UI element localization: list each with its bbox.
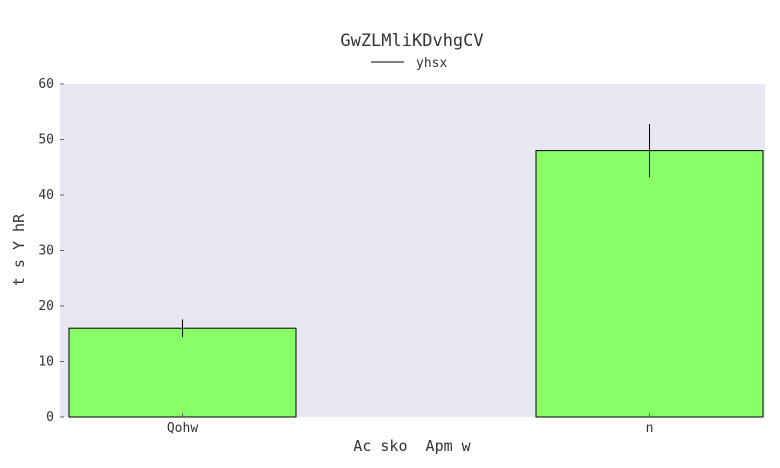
y-tick-label: 60 (38, 77, 54, 92)
x-tick-label: Qohw (167, 421, 198, 436)
bar (535, 150, 764, 418)
chart-title: GwZLMliKDvhgCV (340, 31, 483, 51)
legend: yhsx (371, 56, 447, 71)
y-tick-label: 20 (38, 299, 54, 314)
bars (68, 150, 764, 418)
x-axis-ticks: Qohw n (167, 413, 654, 436)
y-tick-label: 10 (38, 355, 54, 370)
legend-label: yhsx (416, 56, 447, 71)
x-axis-label: Ac sko Apm w (353, 437, 471, 455)
y-tick-label: 30 (38, 244, 54, 259)
y-axis-label: t s Y hR (10, 213, 28, 286)
y-tick-label: 50 (38, 133, 54, 148)
y-tick-label: 40 (38, 188, 54, 203)
x-tick-label: n (646, 421, 654, 436)
y-axis-ticks: 0 10 20 30 40 50 60 (38, 77, 64, 425)
y-tick-label: 0 (46, 410, 54, 425)
bar (68, 327, 297, 418)
error-bars (182, 123, 650, 338)
